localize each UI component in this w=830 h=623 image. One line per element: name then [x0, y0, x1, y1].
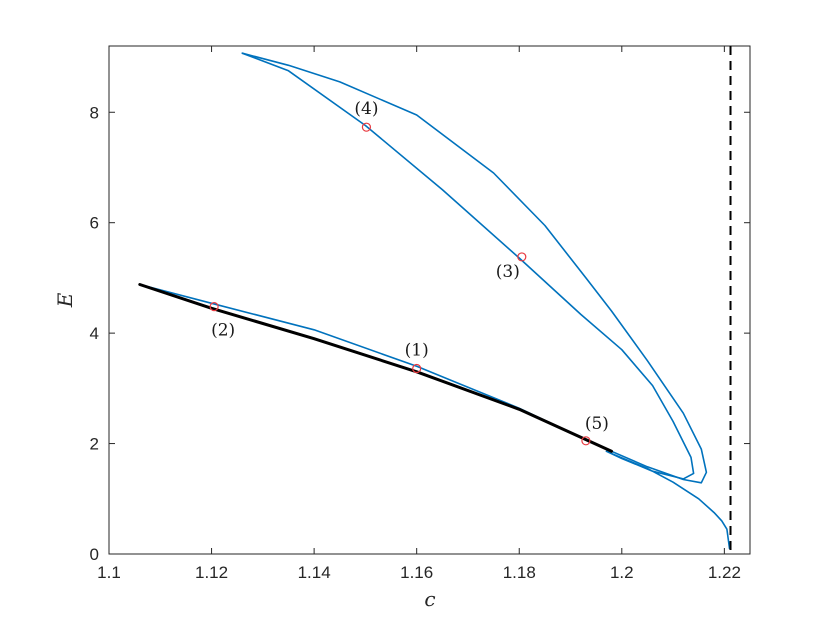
- point-annotation-3: (3): [496, 262, 520, 282]
- point-marker-4: [361, 122, 372, 132]
- y-tick-label: 2: [90, 435, 99, 454]
- x-tick-label: 1.1: [97, 563, 121, 582]
- y-tick-label: 6: [90, 214, 99, 233]
- series-line-3: [138, 283, 613, 453]
- x-tick-label: 1.2: [610, 563, 634, 582]
- series-line-2: [241, 52, 731, 550]
- x-axis-label: c: [424, 587, 435, 611]
- point-annotation-2: (2): [211, 321, 235, 341]
- series-line-1: [139, 52, 708, 484]
- point-marker-1: [412, 363, 422, 374]
- point-annotation-5: (5): [585, 414, 609, 434]
- y-ticks: 0 2 4 6 8: [90, 103, 750, 564]
- point-marker-2: [209, 302, 219, 312]
- x-tick-label: 1.18: [503, 563, 536, 582]
- x-ticks: 1.1 1.12 1.14 1.16 1.18 1.2 1.22: [97, 46, 741, 582]
- y-tick-label: 0: [90, 545, 99, 564]
- curves-layer: [138, 46, 732, 554]
- x-tick-label: 1.16: [400, 563, 433, 582]
- x-tick-label: 1.22: [708, 563, 741, 582]
- point-annotation-1: (1): [405, 340, 429, 360]
- y-tick-label: 8: [90, 103, 99, 122]
- point-annotation-4: (4): [354, 99, 378, 119]
- x-tick-label: 1.14: [298, 563, 331, 582]
- markers-layer: (1) (2) (3) (4) (5): [209, 99, 609, 446]
- plot-area: [108, 45, 751, 555]
- point-marker-5: [581, 436, 591, 446]
- y-tick-label: 4: [90, 324, 99, 343]
- point-marker-3: [517, 252, 527, 262]
- y-axis-label: E: [53, 292, 77, 308]
- x-tick-label: 1.12: [195, 563, 228, 582]
